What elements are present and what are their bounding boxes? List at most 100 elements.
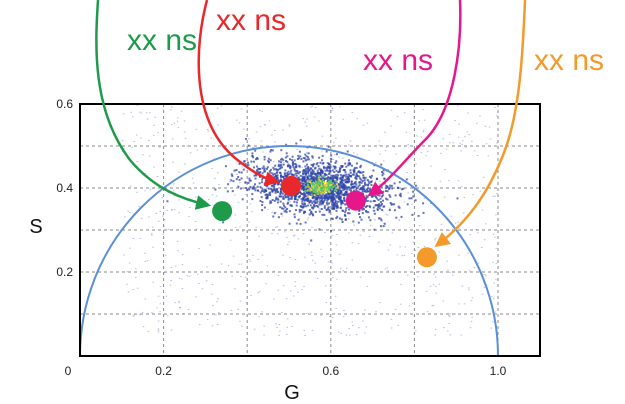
- scatter-pixel: [483, 176, 485, 178]
- scatter-pixel: [316, 171, 319, 172]
- cloud-pixel: [293, 200, 296, 203]
- scatter-pixel: [181, 278, 183, 280]
- scatter-pixel: [351, 242, 354, 244]
- cloud-hotspot-pixel: [331, 187, 333, 190]
- cloud-pixel: [245, 137, 247, 140]
- cloud-pixel: [333, 174, 336, 177]
- cloud-pixel: [379, 197, 382, 200]
- scatter-pixel: [241, 325, 243, 327]
- cloud-pixel: [408, 197, 411, 200]
- cloud-pixel: [378, 203, 381, 206]
- scatter-pixel: [325, 200, 328, 202]
- scatter-pixel: [152, 226, 154, 228]
- cloud-pixel: [355, 177, 358, 180]
- scatter-pixel: [231, 275, 233, 277]
- cloud-pixel: [331, 191, 334, 194]
- scatter-pixel: [189, 206, 191, 208]
- cloud-pixel: [337, 200, 339, 203]
- cloud-pixel: [378, 207, 381, 210]
- scatter-pixel: [217, 298, 219, 300]
- cloud-pixel: [251, 152, 254, 155]
- cloud-pixel: [276, 191, 279, 194]
- cloud-pixel: [276, 188, 279, 190]
- cloud-pixel: [252, 156, 255, 159]
- scatter-pixel: [278, 191, 281, 193]
- cloud-hotspot-pixel: [334, 189, 337, 191]
- scatter-pixel: [443, 327, 445, 329]
- scatter-pixel: [209, 244, 211, 246]
- scatter-pixel: [258, 272, 261, 274]
- cloud-pixel: [315, 197, 318, 200]
- scatter-pixel: [416, 135, 418, 137]
- scatter-pixel: [178, 277, 181, 279]
- scatter-pixel: [251, 211, 253, 213]
- scatter-pixel: [181, 288, 184, 289]
- scatter-pixel: [391, 232, 394, 234]
- scatter-pixel: [130, 111, 132, 113]
- cloud-pixel: [344, 211, 347, 214]
- cloud-pixel: [261, 178, 264, 181]
- cloud-pixel: [344, 178, 347, 181]
- cloud-pixel: [258, 171, 261, 174]
- cloud-pixel: [283, 173, 286, 176]
- scatter-pixel: [403, 112, 406, 114]
- scatter-pixel: [352, 324, 354, 326]
- cloud-pixel: [315, 163, 318, 166]
- scatter-pixel: [305, 313, 308, 314]
- scatter-pixel: [355, 334, 358, 336]
- scatter-pixel: [280, 182, 283, 184]
- cloud-pixel: [249, 179, 252, 182]
- cloud-pixel: [312, 207, 315, 210]
- cloud-pixel: [293, 174, 296, 177]
- scatter-pixel: [240, 276, 242, 278]
- scatter-pixel: [152, 187, 155, 189]
- cloud-pixel: [264, 193, 267, 196]
- cloud-pixel: [373, 228, 376, 231]
- scatter-pixel: [314, 106, 317, 108]
- scatter-pixel: [476, 122, 478, 124]
- scatter-pixel: [432, 284, 435, 286]
- scatter-pixel: [316, 277, 319, 279]
- scatter-pixel: [378, 206, 380, 208]
- cloud-pixel: [276, 201, 279, 204]
- scatter-pixel: [390, 109, 393, 111]
- scatter-pixel: [127, 210, 129, 212]
- cloud-hotspot-pixel: [327, 184, 330, 186]
- scatter-pixel: [454, 313, 456, 315]
- cloud-pixel: [247, 181, 250, 184]
- cloud-pixel: [316, 169, 319, 172]
- scatter-pixel: [271, 211, 273, 213]
- scatter-pixel: [375, 180, 377, 182]
- cloud-pixel: [256, 185, 259, 188]
- cloud-pixel: [321, 154, 324, 157]
- scatter-pixel: [429, 285, 432, 287]
- scatter-pixel: [183, 131, 186, 133]
- cloud-pixel: [347, 162, 350, 165]
- cloud-pixel: [282, 159, 285, 162]
- cloud-hotspot-pixel: [333, 184, 336, 187]
- scatter-pixel: [132, 315, 135, 317]
- scatter-pixel: [132, 238, 135, 239]
- cloud-pixel: [390, 184, 393, 187]
- scatter-pixel: [291, 326, 293, 327]
- cloud-pixel: [367, 180, 370, 183]
- scatter-pixel: [448, 180, 450, 182]
- cloud-hotspot-pixel: [319, 189, 321, 191]
- scatter-pixel: [411, 203, 413, 205]
- cloud-pixel: [343, 194, 346, 197]
- cloud-pixel: [235, 178, 238, 181]
- cloud-pixel: [324, 177, 327, 180]
- cloud-hotspot-pixel: [316, 192, 319, 195]
- scatter-pixel: [414, 181, 417, 183]
- cloud-pixel: [282, 195, 285, 198]
- scatter-pixel: [158, 220, 160, 222]
- cloud-pixel: [389, 184, 392, 187]
- cloud-hotspot-pixel: [320, 188, 323, 191]
- scatter-pixel: [483, 286, 486, 288]
- scatter-pixel: [495, 214, 497, 216]
- scatter-pixel: [463, 212, 465, 214]
- cloud-pixel: [304, 181, 307, 184]
- cloud-pixel: [263, 155, 266, 158]
- scatter-pixel: [159, 146, 161, 148]
